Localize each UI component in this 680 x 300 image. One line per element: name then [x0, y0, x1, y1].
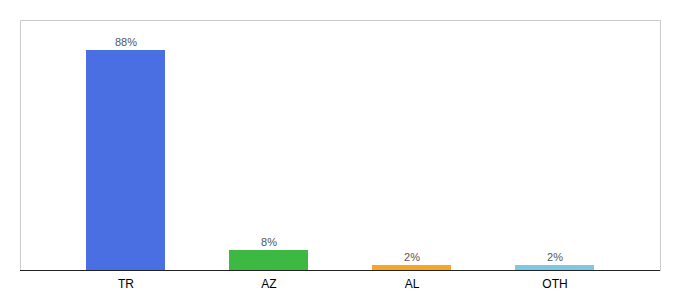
svg-text:88%: 88%: [115, 36, 137, 48]
svg-text:2%: 2%: [547, 251, 563, 263]
svg-text:AZ: AZ: [261, 277, 276, 291]
svg-text:OTH: OTH: [542, 277, 567, 291]
svg-text:8%: 8%: [261, 236, 277, 248]
svg-text:TR: TR: [118, 277, 134, 291]
svg-text:2%: 2%: [404, 251, 420, 263]
svg-text:AL: AL: [405, 277, 420, 291]
